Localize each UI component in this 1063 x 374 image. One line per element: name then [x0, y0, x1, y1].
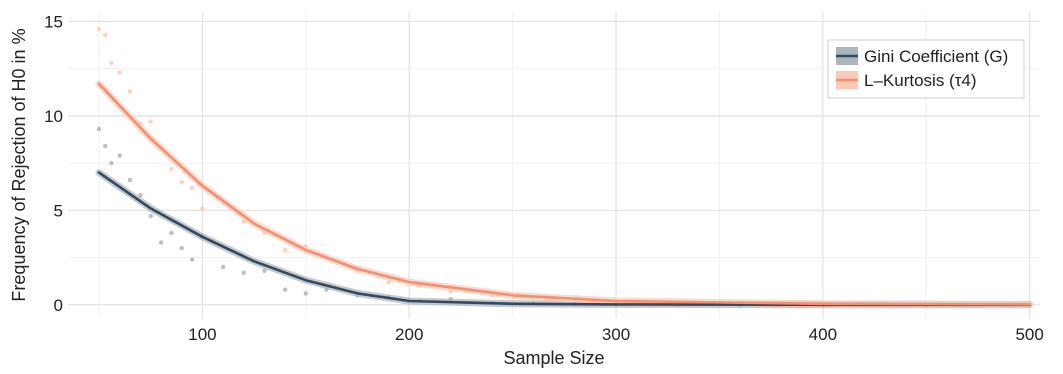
- series-1-point: [96, 126, 102, 132]
- series-1-point: [148, 213, 153, 219]
- series-2-point: [241, 219, 246, 224]
- series-1-point: [117, 153, 122, 158]
- x-tick-label: 500: [1015, 325, 1043, 344]
- series-1-point: [109, 160, 114, 166]
- series-2-point: [200, 206, 205, 211]
- y-tick-label: 5: [54, 201, 63, 220]
- series-2-point: [189, 185, 195, 190]
- series-2-point: [103, 32, 108, 37]
- x-axis-label: Sample Size: [503, 348, 604, 368]
- series-1-point: [324, 287, 329, 292]
- series-2-point: [179, 179, 184, 185]
- series-2-point: [109, 60, 114, 66]
- series-2-point: [148, 119, 153, 124]
- series-2-fit-line: [97, 82, 1031, 306]
- series-1-point: [303, 291, 309, 296]
- legend-label-series-1: Gini Coefficient (G): [864, 47, 1008, 66]
- series-1-point: [103, 143, 108, 149]
- series-2-point: [169, 166, 174, 171]
- series-2-point: [138, 121, 143, 126]
- y-tick-labels: 0 5 10 15: [44, 12, 63, 314]
- series-1-point: [189, 257, 195, 262]
- series-2-point: [262, 230, 267, 236]
- x-tick-label: 100: [188, 325, 216, 344]
- series-1-point: [169, 230, 174, 236]
- y-tick-label: 0: [54, 296, 63, 315]
- series-1-point: [448, 296, 453, 302]
- series-2-point: [489, 293, 495, 298]
- series-1-point: [138, 193, 143, 198]
- series-1-point: [262, 268, 267, 273]
- series-1-point: [158, 240, 164, 245]
- legend-label-series-2: L–Kurtosis (τ4): [864, 71, 977, 90]
- legend: Gini Coefficient (G) L–Kurtosis (τ4): [827, 39, 1025, 99]
- y-axis-label: Frequency of Rejection of H0 in %: [9, 28, 29, 301]
- series-1-point: [220, 264, 226, 270]
- series-2-confidence-band: [95, 80, 1034, 308]
- y-tick-label: 10: [44, 107, 63, 126]
- series-2-point: [386, 279, 391, 285]
- x-tick-label: 400: [809, 325, 837, 344]
- series-1-confidence-band: [95, 169, 1034, 309]
- y-tick-label: 15: [44, 12, 63, 31]
- series-1-point: [282, 287, 288, 292]
- legend-box: [827, 39, 1025, 99]
- series-2-point: [448, 289, 453, 294]
- series-1-point: [241, 270, 246, 275]
- x-tick-label: 300: [602, 325, 630, 344]
- confidence-bands: [95, 80, 1034, 309]
- series-2-point: [127, 89, 133, 94]
- series-2-point: [117, 70, 122, 75]
- series-2-point: [96, 26, 102, 32]
- series-2-point: [303, 244, 309, 249]
- series-1-point: [179, 245, 184, 251]
- series-2-point: [282, 247, 288, 253]
- series-1-fit-line: [97, 171, 1031, 307]
- fit-lines: [97, 82, 1031, 307]
- x-tick-labels: 100 200 300 400 500: [188, 325, 1044, 344]
- series-1-point: [127, 177, 133, 183]
- x-tick-label: 200: [395, 325, 423, 344]
